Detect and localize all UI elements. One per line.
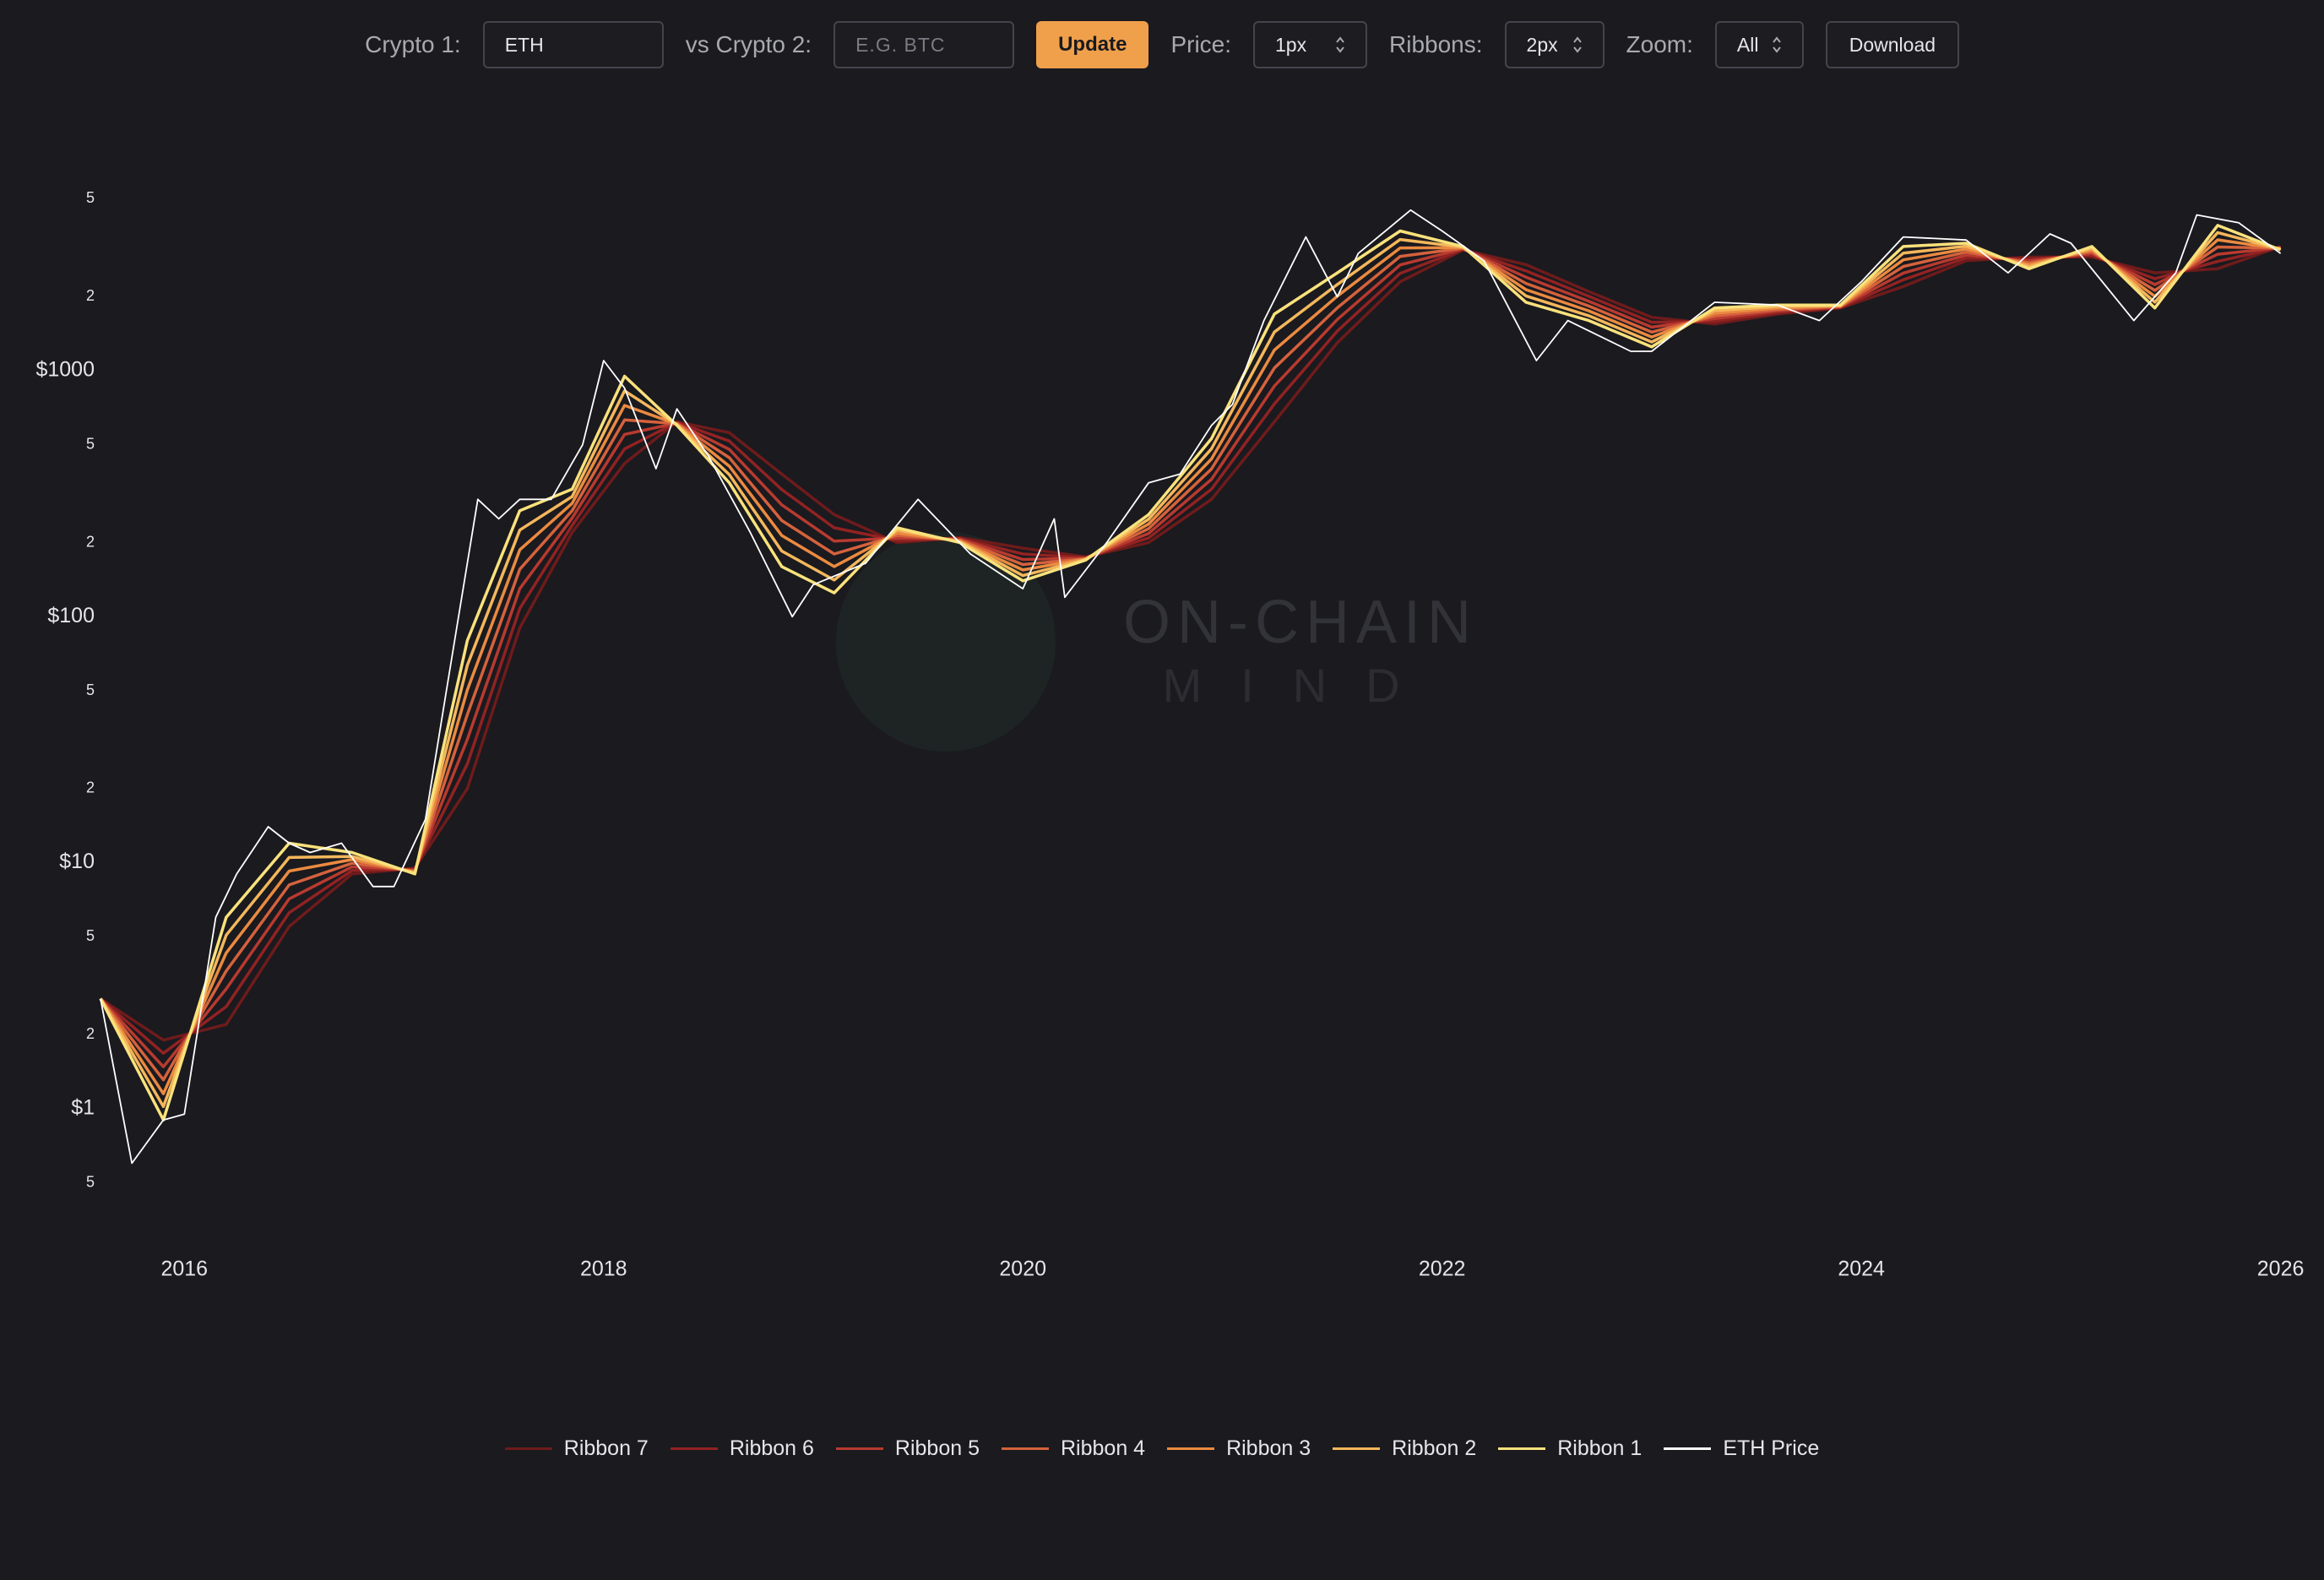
zoom-select[interactable]: All bbox=[1714, 21, 1804, 68]
watermark-line1: ON-CHAIN bbox=[1123, 589, 1478, 656]
y-tick-label: 5 bbox=[86, 435, 95, 452]
y-tick-label: 2 bbox=[86, 287, 95, 304]
price-line bbox=[100, 209, 2282, 1165]
select-arrows bbox=[1572, 36, 1582, 53]
select-arrows bbox=[1773, 36, 1781, 53]
legend-swatch bbox=[1002, 1447, 1049, 1450]
y-tick-label: $100 bbox=[47, 604, 95, 627]
ribbon-line bbox=[99, 245, 2281, 1082]
page: Crypto 1: ETH vs Crypto 2: E.G. BTC Upda… bbox=[0, 21, 2324, 1465]
legend-label: Ribbon 2 bbox=[1392, 1436, 1477, 1460]
crypto1-label: Crypto 1: bbox=[365, 31, 461, 57]
y-tick-label: 5 bbox=[86, 681, 95, 698]
legend-swatch bbox=[1333, 1447, 1381, 1450]
price-select[interactable]: 1px bbox=[1253, 21, 1368, 68]
watermark-line2: MIND bbox=[1162, 659, 1438, 712]
crypto2-label: vs Crypto 2: bbox=[685, 31, 812, 57]
legend-swatch bbox=[1498, 1447, 1546, 1450]
y-tick-label: $1 bbox=[71, 1095, 95, 1119]
legend-label: ETH Price bbox=[1723, 1436, 1820, 1460]
legend-item[interactable]: Ribbon 4 bbox=[1002, 1436, 1145, 1461]
legend-item[interactable]: ETH Price bbox=[1664, 1436, 1819, 1461]
update-text: Update bbox=[1058, 33, 1127, 56]
legend-label: Ribbon 3 bbox=[1226, 1436, 1311, 1460]
y-tick-label: 2 bbox=[86, 779, 95, 796]
y-tick-label: 2 bbox=[86, 533, 95, 550]
legend-label: Ribbon 1 bbox=[1557, 1436, 1643, 1460]
y-tick-label: 5 bbox=[86, 189, 95, 206]
x-tick-label: 2016 bbox=[160, 1257, 208, 1281]
x-tick-label: 2022 bbox=[1419, 1257, 1466, 1281]
ribbons-label: Ribbons: bbox=[1389, 31, 1483, 57]
ribbon-line bbox=[99, 224, 2282, 1121]
watermark: ON-CHAIN MIND bbox=[836, 532, 1478, 752]
y-tick-label: 2 bbox=[86, 1025, 95, 1042]
legend-item[interactable]: Ribbon 5 bbox=[835, 1436, 980, 1461]
legend-label: Ribbon 6 bbox=[729, 1436, 814, 1460]
price-value: 1px bbox=[1275, 33, 1307, 56]
crypto2-input[interactable]: E.G. BTC bbox=[833, 21, 1015, 68]
update-button[interactable]: Update bbox=[1036, 21, 1149, 68]
y-tick-label: $1000 bbox=[35, 358, 95, 382]
zoom-value: All bbox=[1736, 33, 1759, 56]
crypto1-input[interactable]: ETH bbox=[482, 21, 664, 68]
legend-swatch bbox=[670, 1447, 718, 1450]
legend: Ribbon 7 Ribbon 6 Ribbon 5 Ribbon 4 Ribbon 3… bbox=[0, 1431, 2324, 1465]
toolbar: Crypto 1: ETH vs Crypto 2: E.G. BTC Upda… bbox=[0, 21, 2324, 68]
price-label: Price: bbox=[1170, 31, 1232, 57]
zoom-label: Zoom: bbox=[1626, 31, 1693, 57]
ribbon-line bbox=[100, 245, 2282, 1042]
x-tick-label: 2024 bbox=[1838, 1257, 1885, 1281]
legend-swatch bbox=[504, 1447, 552, 1450]
legend-swatch bbox=[1167, 1447, 1215, 1450]
x-tick-label: 2026 bbox=[2257, 1257, 2305, 1281]
legend-item[interactable]: Ribbon 7 bbox=[504, 1436, 649, 1461]
y-tick-label: 5 bbox=[86, 927, 95, 944]
x-tick-label: 2020 bbox=[999, 1257, 1046, 1281]
download-button[interactable]: Download bbox=[1825, 21, 1959, 68]
legend-item[interactable]: Ribbon 1 bbox=[1498, 1436, 1642, 1461]
ribbon-line bbox=[99, 238, 2281, 1095]
watermark-logo bbox=[836, 532, 1056, 752]
download-text: Download bbox=[1849, 33, 1936, 56]
y-tick-label: 5 bbox=[86, 1173, 95, 1190]
chart: ON-CHAIN MIND 5 $1 2 5 $10 2 5 $100 2 5 $1000 2 5 201… bbox=[35, 189, 2305, 1281]
ribbon-line bbox=[99, 231, 2282, 1109]
ribbons-value: 2px bbox=[1526, 33, 1558, 56]
legend-swatch bbox=[1664, 1447, 1712, 1450]
x-tick-label: 2018 bbox=[580, 1257, 627, 1281]
legend-item[interactable]: Ribbon 6 bbox=[670, 1436, 814, 1461]
crypto1-value: ETH bbox=[504, 33, 544, 56]
ribbon-line bbox=[99, 245, 2281, 1055]
ribbon-line bbox=[99, 246, 2281, 1069]
select-arrows bbox=[1336, 36, 1344, 53]
legend-label: Ribbon 7 bbox=[563, 1436, 649, 1460]
legend-item[interactable]: Ribbon 3 bbox=[1167, 1436, 1311, 1461]
y-tick-label: $10 bbox=[59, 850, 95, 873]
legend-item[interactable]: Ribbon 2 bbox=[1333, 1436, 1476, 1461]
ribbons-select[interactable]: 2px bbox=[1504, 21, 1605, 68]
legend-label: Ribbon 5 bbox=[894, 1436, 980, 1460]
legend-label: Ribbon 4 bbox=[1061, 1436, 1146, 1460]
legend-swatch bbox=[835, 1447, 883, 1450]
crypto2-placeholder: E.G. BTC bbox=[855, 33, 946, 56]
